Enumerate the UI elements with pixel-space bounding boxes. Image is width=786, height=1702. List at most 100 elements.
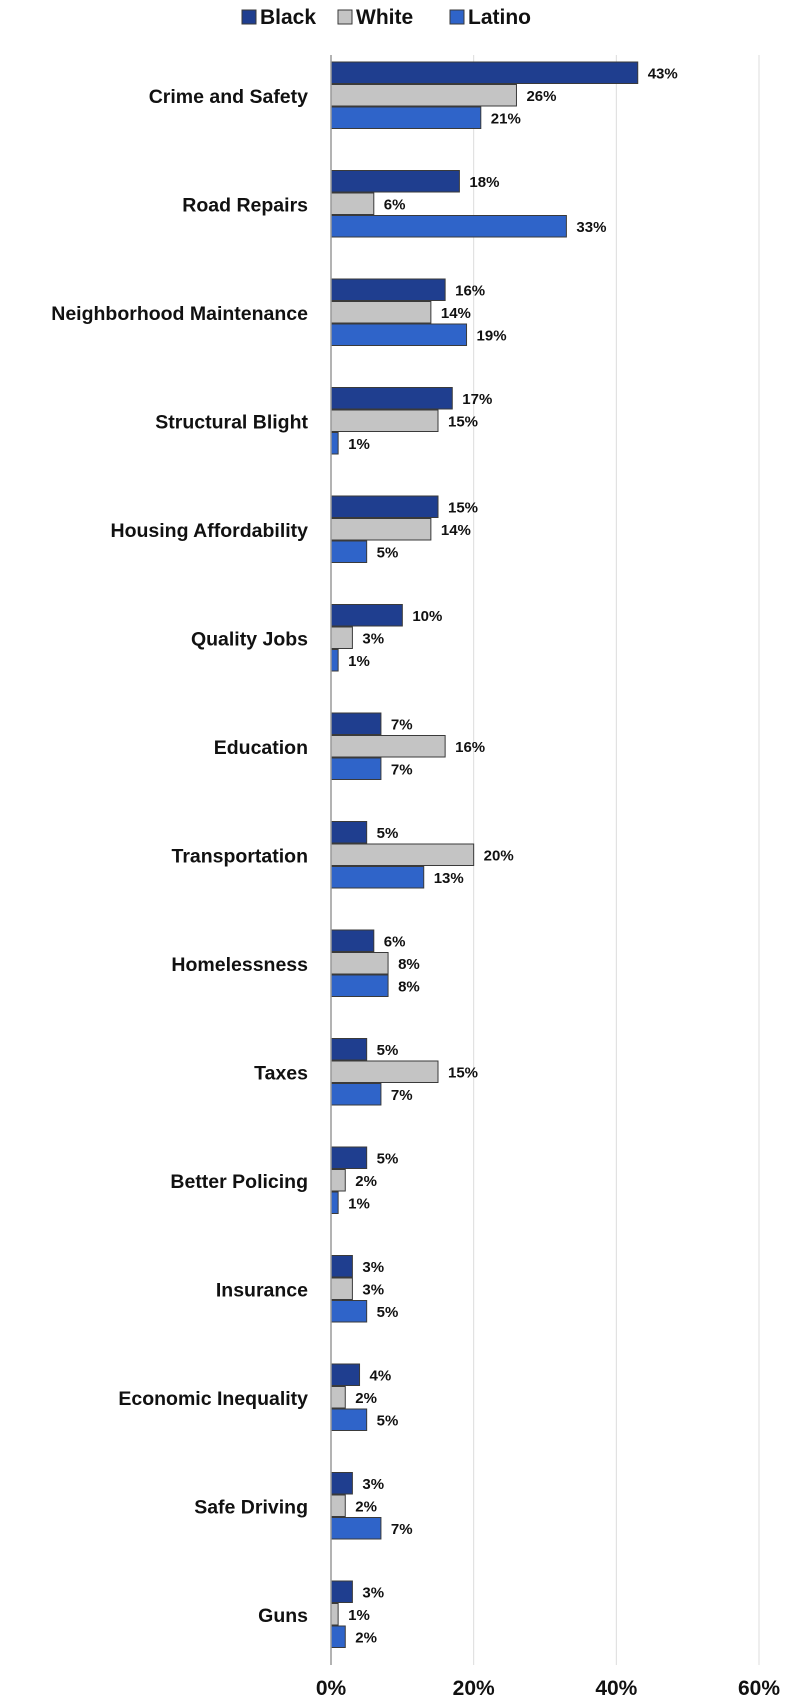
bar-white-quality-jobs xyxy=(330,626,353,649)
value-label-black-better-policing: 5% xyxy=(377,1150,399,1167)
x-tick-label-60: 60% xyxy=(738,1677,780,1700)
x-tick-label-0: 0% xyxy=(316,1677,347,1700)
value-label-latino-road-repairs: 33% xyxy=(576,219,606,236)
bars: 43% 26% 21% 18% 6% 33% 16% 14% 19% 17% 15% 1% 15% 14%… xyxy=(330,55,678,1665)
legend-swatch-white xyxy=(337,9,353,25)
category-label-road-repairs: Road Repairs xyxy=(182,194,308,216)
value-label-white-safe-driving: 2% xyxy=(355,1498,377,1515)
category-label-crime-and-safety: Crime and Safety xyxy=(149,86,308,108)
value-label-white-taxes: 15% xyxy=(448,1064,478,1081)
value-label-latino-housing-affordability: 5% xyxy=(377,544,399,561)
x-axis: 0% 20% 40% 60% xyxy=(316,1677,781,1700)
value-label-white-guns: 1% xyxy=(348,1607,370,1624)
bar-black-homelessness xyxy=(330,929,375,952)
value-label-latino-neighborhood-maintenance: 19% xyxy=(477,327,507,344)
value-label-latino-economic-inequality: 5% xyxy=(377,1412,399,1429)
value-label-latino-transportation: 13% xyxy=(434,870,464,887)
category-label-guns: Guns xyxy=(258,1605,308,1627)
value-label-black-quality-jobs: 10% xyxy=(412,608,442,625)
bar-white-crime-and-safety xyxy=(330,84,517,107)
bar-black-neighborhood-maintenance xyxy=(330,278,446,301)
value-label-black-guns: 3% xyxy=(362,1584,384,1601)
bar-white-guns xyxy=(330,1603,339,1626)
category-labels: Crime and Safety Road Repairs Neighborhood… xyxy=(51,86,308,1627)
bar-latino-safe-driving xyxy=(330,1517,382,1540)
bar-latino-taxes xyxy=(330,1083,382,1106)
bar-latino-structural-blight xyxy=(330,432,339,455)
category-label-safe-driving: Safe Driving xyxy=(194,1496,308,1518)
value-label-latino-homelessness: 8% xyxy=(398,978,420,995)
legend-label-white: White xyxy=(356,6,413,29)
bar-white-insurance xyxy=(330,1277,353,1300)
bar-latino-homelessness xyxy=(330,974,389,997)
category-label-transportation: Transportation xyxy=(171,845,308,867)
category-label-neighborhood-maintenance: Neighborhood Maintenance xyxy=(51,303,308,325)
value-label-white-quality-jobs: 3% xyxy=(362,630,384,647)
value-label-latino-guns: 2% xyxy=(355,1629,377,1646)
value-label-latino-crime-and-safety: 21% xyxy=(491,110,521,127)
legend-label-black: Black xyxy=(260,6,316,29)
bar-black-safe-driving xyxy=(330,1472,353,1495)
value-label-black-neighborhood-maintenance: 16% xyxy=(455,282,485,299)
value-label-white-economic-inequality: 2% xyxy=(355,1390,377,1407)
category-label-housing-affordability: Housing Affordability xyxy=(110,520,308,542)
category-label-better-policing: Better Policing xyxy=(170,1171,308,1193)
value-label-black-housing-affordability: 15% xyxy=(448,499,478,516)
bar-white-taxes xyxy=(330,1060,439,1083)
legend-swatch-latino xyxy=(449,9,465,25)
value-label-white-better-policing: 2% xyxy=(355,1173,377,1190)
value-label-white-transportation: 20% xyxy=(484,847,514,864)
value-label-black-homelessness: 6% xyxy=(384,933,406,950)
value-label-white-structural-blight: 15% xyxy=(448,413,478,430)
category-label-quality-jobs: Quality Jobs xyxy=(191,628,308,650)
bar-black-guns xyxy=(330,1580,353,1603)
category-label-education: Education xyxy=(214,737,308,759)
value-label-black-education: 7% xyxy=(391,716,413,733)
value-label-black-transportation: 5% xyxy=(377,825,399,842)
bar-white-housing-affordability xyxy=(330,518,432,541)
bar-black-better-policing xyxy=(330,1146,368,1169)
bar-white-homelessness xyxy=(330,952,389,975)
value-label-latino-education: 7% xyxy=(391,761,413,778)
value-label-white-road-repairs: 6% xyxy=(384,196,406,213)
value-label-white-housing-affordability: 14% xyxy=(441,522,471,539)
value-label-latino-taxes: 7% xyxy=(391,1087,413,1104)
value-label-latino-safe-driving: 7% xyxy=(391,1521,413,1538)
value-label-black-economic-inequality: 4% xyxy=(370,1367,392,1384)
bar-latino-crime-and-safety xyxy=(330,106,482,129)
legend-label-latino: Latino xyxy=(468,6,531,29)
bar-latino-transportation xyxy=(330,866,425,889)
bar-latino-better-policing xyxy=(330,1191,339,1214)
bar-white-transportation xyxy=(330,843,475,866)
bar-latino-road-repairs xyxy=(330,215,567,238)
value-label-white-insurance: 3% xyxy=(362,1281,384,1298)
bar-black-road-repairs xyxy=(330,170,460,193)
value-label-white-education: 16% xyxy=(455,739,485,756)
bar-black-economic-inequality xyxy=(330,1363,361,1386)
value-label-latino-quality-jobs: 1% xyxy=(348,653,370,670)
legend-swatch-black xyxy=(241,9,257,25)
bar-black-structural-blight xyxy=(330,387,453,410)
bar-latino-insurance xyxy=(330,1300,368,1323)
value-label-black-structural-blight: 17% xyxy=(462,391,492,408)
bar-black-crime-and-safety xyxy=(330,61,639,84)
value-label-white-neighborhood-maintenance: 14% xyxy=(441,305,471,322)
value-label-latino-structural-blight: 1% xyxy=(348,436,370,453)
category-label-insurance: Insurance xyxy=(216,1279,308,1301)
bar-black-quality-jobs xyxy=(330,604,403,627)
value-label-white-crime-and-safety: 26% xyxy=(526,88,556,105)
bar-black-insurance xyxy=(330,1255,353,1278)
category-label-economic-inequality: Economic Inequality xyxy=(118,1388,308,1410)
x-tick-label-20: 20% xyxy=(453,1677,495,1700)
bar-white-economic-inequality xyxy=(330,1386,346,1409)
category-label-taxes: Taxes xyxy=(254,1062,308,1084)
bar-latino-neighborhood-maintenance xyxy=(330,323,468,346)
bar-black-education xyxy=(330,712,382,735)
category-label-structural-blight: Structural Blight xyxy=(155,411,308,433)
bar-latino-economic-inequality xyxy=(330,1408,368,1431)
value-label-black-crime-and-safety: 43% xyxy=(648,65,678,82)
bar-latino-education xyxy=(330,757,382,780)
value-label-black-taxes: 5% xyxy=(377,1042,399,1059)
bar-white-neighborhood-maintenance xyxy=(330,301,432,324)
bar-white-education xyxy=(330,735,446,758)
